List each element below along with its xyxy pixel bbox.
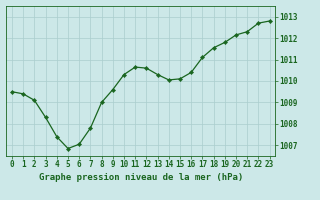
X-axis label: Graphe pression niveau de la mer (hPa): Graphe pression niveau de la mer (hPa) [39, 173, 243, 182]
